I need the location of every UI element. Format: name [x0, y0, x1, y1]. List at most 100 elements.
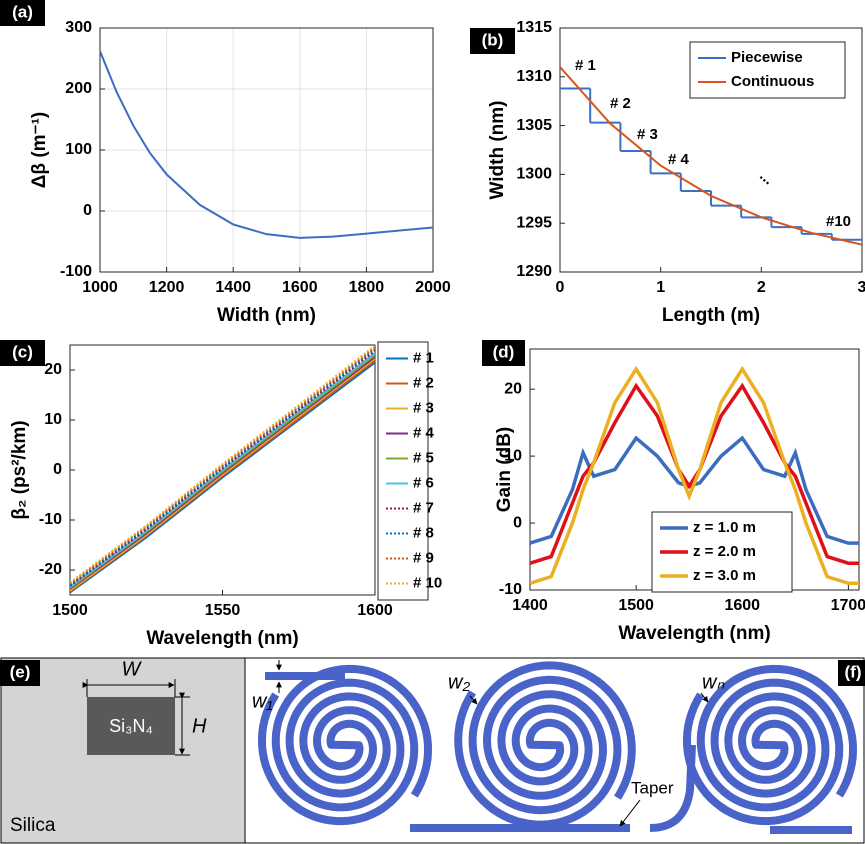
- y-tick-label: 0: [83, 202, 92, 219]
- y-tick-label: 20: [44, 361, 62, 378]
- taper-label: Taper: [631, 778, 674, 797]
- panel-label: (a): [12, 2, 33, 21]
- x-tick-label: 1200: [149, 279, 185, 296]
- data-line: [70, 356, 375, 590]
- core-label: Si₃N₄: [109, 716, 153, 736]
- legend-label: z = 3.0 m: [693, 567, 756, 584]
- x-tick-label: 3: [858, 279, 865, 296]
- panel-label-box: [470, 28, 515, 54]
- data-line: [70, 346, 375, 585]
- width-label: W: [122, 658, 143, 680]
- plot-frame: [99, 27, 434, 273]
- x-tick-label: 1000: [82, 279, 118, 296]
- legend-label: z = 1.0 m: [693, 519, 756, 536]
- spiral: [454, 661, 636, 829]
- x-tick-label: 2000: [415, 279, 451, 296]
- x-tick-label: 1700: [831, 597, 865, 614]
- panel-label: (e): [10, 662, 31, 681]
- legend-label: Piecewise: [731, 49, 803, 66]
- panel-label: (c): [12, 342, 33, 361]
- data-line: [70, 361, 375, 594]
- legend-label: # 2: [413, 374, 434, 391]
- x-tick-label: 1400: [512, 597, 548, 614]
- x-tick-label: 1: [656, 279, 665, 296]
- y-tick-label: 1295: [516, 214, 552, 231]
- y-axis-label: Width (nm): [487, 100, 508, 199]
- x-axis-label: Wavelength (nm): [618, 623, 770, 644]
- legend-label: # 10: [413, 574, 442, 591]
- legend-box: [377, 341, 429, 601]
- spiral-waveguides: [258, 661, 857, 834]
- x-tick-label: 0: [556, 279, 565, 296]
- x-tick-label: 2: [757, 279, 766, 296]
- data-line: [100, 50, 433, 239]
- x-tick-label: 1400: [215, 279, 251, 296]
- y-tick-label: 100: [65, 141, 92, 158]
- data-line: [70, 357, 375, 592]
- x-tick-label: 1800: [349, 279, 385, 296]
- plot-frame: [69, 344, 376, 596]
- panel-label-box: [0, 340, 45, 366]
- y-tick-label: 0: [53, 461, 62, 478]
- y-axis-label: Gain (dB): [494, 427, 515, 513]
- y-axis-label: β₂ (ps²/km): [9, 420, 30, 519]
- y-axis-label: Δβ (m⁻¹): [29, 112, 50, 188]
- legend-label: # 1: [413, 349, 434, 366]
- panel-label-box: [482, 340, 525, 366]
- data-line: [530, 382, 859, 565]
- legend-box: [689, 41, 846, 99]
- annotation: ...: [756, 167, 777, 188]
- y-tick-label: 1290: [516, 263, 552, 280]
- y-tick-label: -100: [60, 263, 92, 280]
- core-rect: [87, 697, 175, 755]
- data-line: [560, 66, 862, 246]
- y-tick-label: -10: [499, 581, 522, 598]
- plot-area: [70, 345, 375, 594]
- legend-label: z = 2.0 m: [693, 543, 756, 560]
- panel-label-box: [0, 0, 45, 26]
- annotation: # 3: [637, 126, 658, 143]
- data-line: [70, 352, 375, 588]
- y-tick-label: 300: [65, 19, 92, 36]
- wn-label: wₙ: [702, 671, 725, 693]
- legend-label: Continuous: [731, 73, 814, 90]
- y-tick-label: 20: [504, 380, 522, 397]
- annotation: # 4: [668, 151, 690, 168]
- x-tick-label: 1550: [205, 602, 241, 619]
- y-tick-label: -10: [39, 511, 62, 528]
- legend-label: # 7: [413, 499, 434, 516]
- y-tick-label: 10: [504, 447, 522, 464]
- data-line: [70, 348, 375, 586]
- panel-label: (f): [845, 662, 862, 681]
- legend-label: # 9: [413, 549, 434, 566]
- x-axis-label: Length (m): [662, 305, 760, 326]
- y-tick-label: 1300: [516, 166, 552, 183]
- annotation: # 2: [610, 95, 631, 112]
- w2-arrow: [469, 695, 478, 705]
- w1-label: w₁: [252, 690, 273, 712]
- y-tick-label: 1305: [516, 117, 552, 134]
- data-line: [70, 345, 375, 584]
- wn-arrow: [700, 692, 709, 703]
- x-axis-label: Wavelength (nm): [146, 628, 298, 649]
- legend-label: # 8: [413, 524, 434, 541]
- panel-label: (d): [493, 342, 515, 361]
- waveguide: [410, 744, 696, 832]
- plot-area: [530, 365, 859, 586]
- y-tick-label: 1315: [516, 19, 552, 36]
- x-tick-label: 1600: [724, 597, 760, 614]
- x-tick-label: 1600: [282, 279, 318, 296]
- panel-label: (b): [482, 30, 504, 49]
- spiral: [683, 664, 857, 826]
- spiral: [258, 664, 432, 826]
- annotation: # 1: [575, 57, 596, 74]
- annotation: #10: [826, 213, 851, 230]
- y-tick-label: 10: [44, 411, 62, 428]
- legend-label: # 5: [413, 449, 434, 466]
- x-tick-label: 1500: [52, 602, 88, 619]
- x-tick-label: 1500: [618, 597, 654, 614]
- y-tick-label: 1310: [516, 68, 552, 85]
- plot-frame: [559, 27, 863, 273]
- height-label: H: [192, 715, 207, 737]
